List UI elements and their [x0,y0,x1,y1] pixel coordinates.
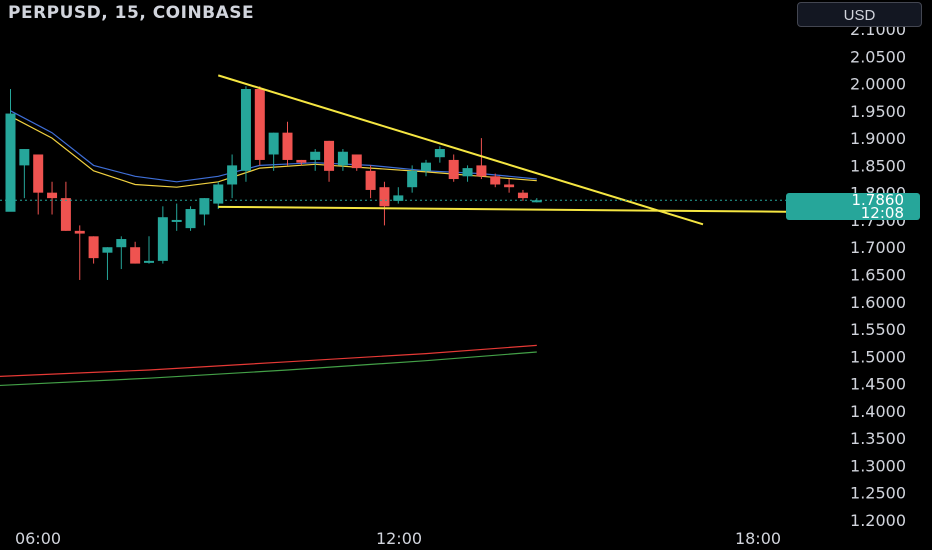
y-axis-tick-label: 2.0000 [850,75,906,94]
x-axis-tick-label: 12:00 [376,529,422,548]
last-price-tag: 1.7860 12:08 [786,191,920,222]
candle-body [531,200,542,203]
candle-body [74,230,85,234]
y-axis-tick-label: 1.3000 [850,456,906,475]
y-axis-tick-label: 1.2500 [850,484,906,503]
moving-average-line [0,351,537,387]
candle-body [130,247,141,264]
candle-body [296,159,307,163]
symbol-title: PERPUSD, 15, COINBASE [8,3,255,23]
candle-body [324,140,335,171]
y-axis-tick-label: 1.4500 [850,375,906,394]
candle-body [351,154,362,169]
x-axis-tick-label: 06:00 [15,529,61,548]
candle-body [19,149,30,166]
moving-average-line [10,115,537,188]
candle-body [116,239,127,248]
candle-body [60,198,71,231]
candle-body [240,89,251,171]
candle-body [517,192,528,199]
candle-body [171,219,182,222]
currency-button[interactable]: USD [797,2,922,27]
y-axis-tick-label: 1.2000 [850,511,906,530]
candle-body [504,184,515,188]
y-axis-tick-label: 1.8500 [850,156,906,175]
y-axis-tick-label: 1.6500 [850,266,906,285]
candle-body [448,159,459,180]
last-price-value: 1.7860 [851,191,905,209]
candle-body [310,151,321,160]
candle-body [144,260,154,263]
y-axis-tick-label: 2.0500 [850,47,906,66]
candle-body [393,195,404,201]
candle-body [254,89,265,160]
y-axis-tick-label: 1.7000 [850,238,906,257]
candle-body [421,162,431,171]
candle-body [365,170,376,190]
y-axis-tick-label: 1.3500 [850,429,906,448]
candle-body [490,176,501,185]
y-axis-tick-label: 1.4000 [850,402,906,421]
candle-body [5,113,16,212]
y-axis-tick-label: 1.9500 [850,102,906,121]
candle-body [199,198,210,215]
candle-body [47,192,58,199]
candle-body [88,236,99,259]
y-axis-tick-label: 1.9000 [850,129,906,148]
y-axis-tick-label: 1.6000 [850,293,906,312]
candle-body [434,149,445,158]
y-axis-tick-label: 1.5500 [850,320,906,339]
moving-average-line [0,344,537,377]
candle-body [33,154,44,193]
moving-average-line [10,110,537,183]
bar-countdown: 12:08 [860,204,904,222]
y-axis-tick-label: 1.5000 [850,347,906,366]
candle-body [185,209,196,229]
trendline[interactable] [218,205,787,213]
candle-body [213,184,224,204]
candle-body [462,168,473,177]
candle-body [476,165,487,177]
candle-body [407,170,418,188]
candle-body [268,132,279,155]
candle-body [102,247,113,253]
candle-body [157,217,168,261]
candle-body [379,187,390,207]
trendline[interactable] [217,74,704,226]
candle-body [337,151,348,166]
x-axis-tick-label: 18:00 [735,529,781,548]
candle-body [227,165,238,185]
candle-body [282,132,293,160]
